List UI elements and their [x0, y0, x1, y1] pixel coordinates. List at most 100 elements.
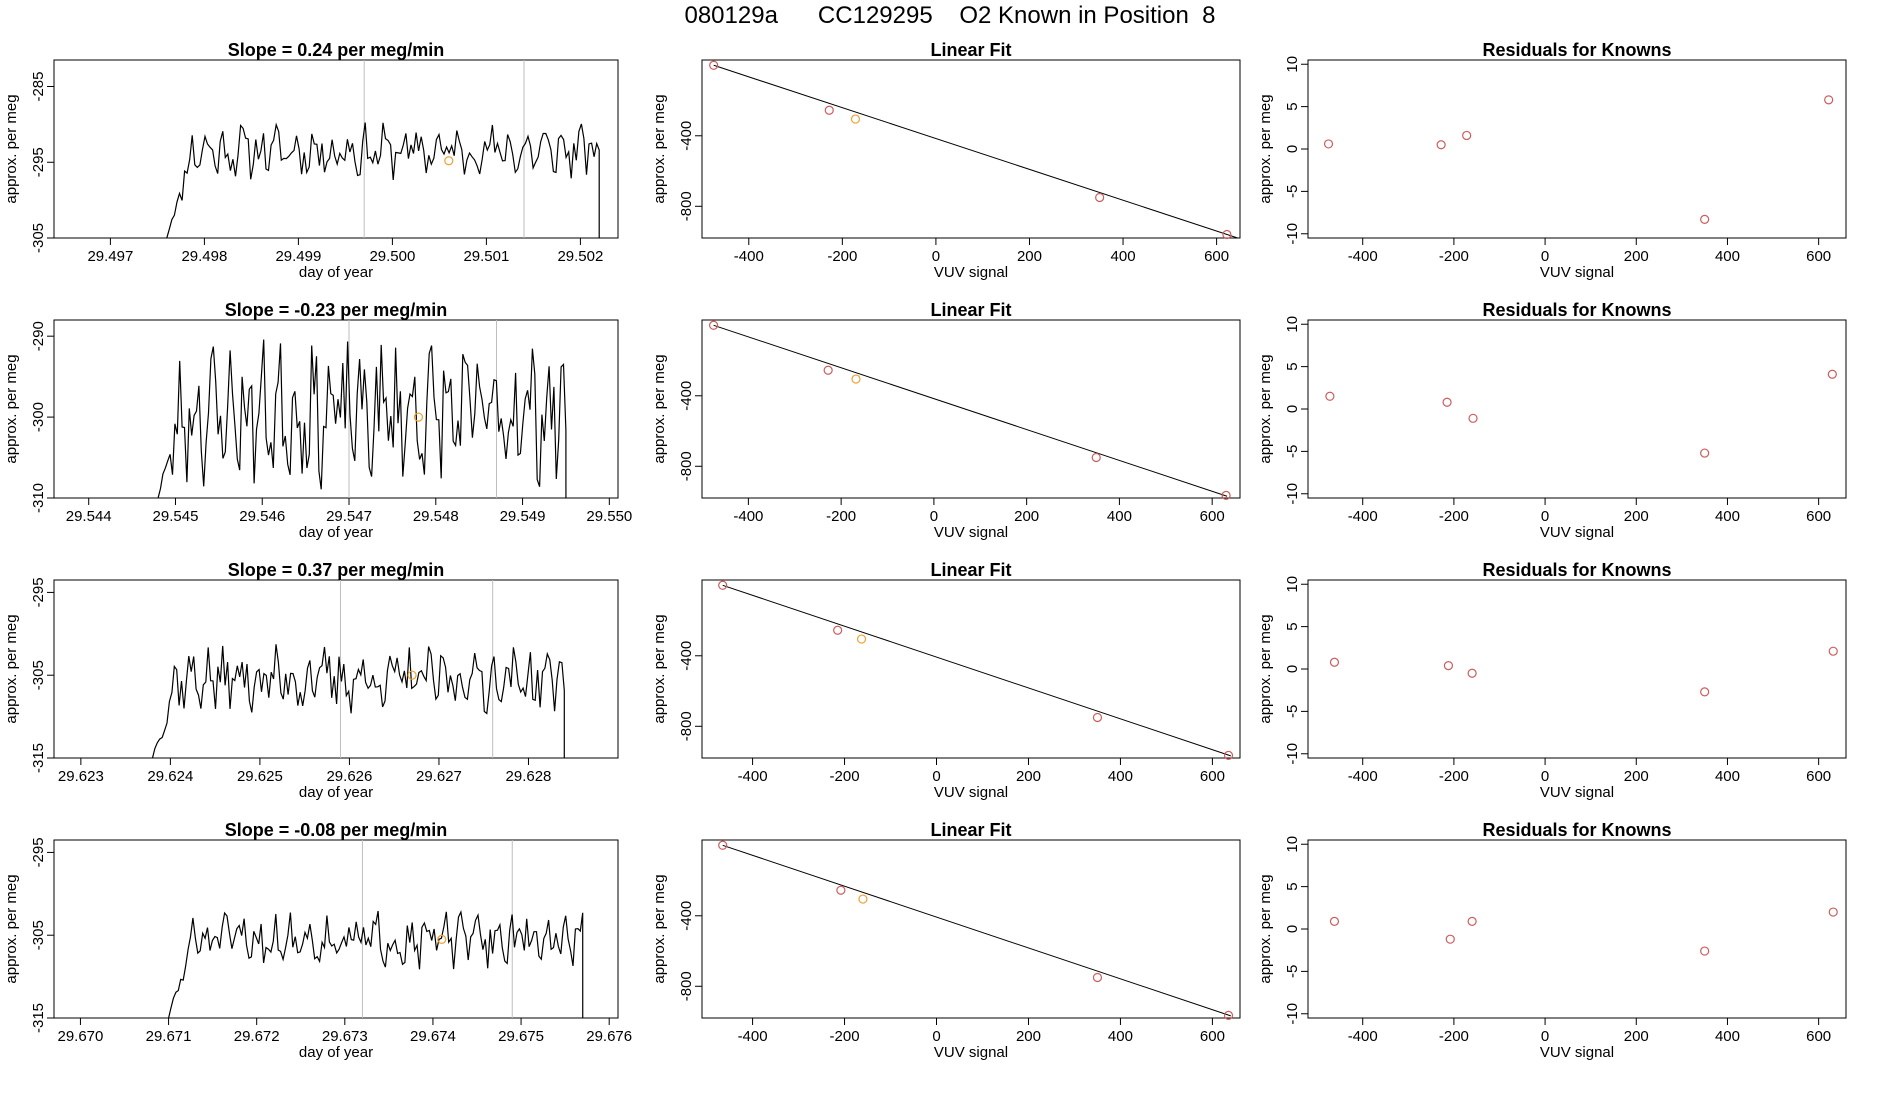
chart-10-y-tick-label: -305 — [30, 920, 47, 950]
chart-1-x-label: day of year — [299, 264, 373, 281]
chart-2-frame — [701, 59, 1241, 239]
chart-5-x-tick-label: 200 — [1014, 508, 1039, 525]
chart-9-x-label: VUV signal — [1540, 784, 1614, 801]
chart-2-x-tick-label: -400 — [734, 248, 764, 265]
chart-2-y-tick-label: -400 — [678, 121, 695, 151]
chart-3-data-point — [1462, 130, 1472, 141]
chart-12-title: Residuals for Knowns — [1482, 820, 1671, 840]
chart-1-series-line — [166, 122, 600, 238]
chart-2-x-tick-label: -200 — [827, 248, 857, 265]
chart-11-x-tick-label: 400 — [1108, 1028, 1133, 1045]
chart-8-x-tick-label: 200 — [1016, 768, 1041, 785]
chart-2-x-label: VUV signal — [934, 264, 1008, 281]
chart-5-title: Linear Fit — [930, 300, 1011, 320]
chart-5-frame — [701, 319, 1241, 499]
chart-8-x-tick-label: 0 — [932, 768, 940, 785]
chart-12-x-tick-label: -200 — [1439, 1028, 1469, 1045]
chart-6-frame — [1307, 319, 1847, 499]
chart-4-x-tick-label: 29.545 — [153, 508, 199, 525]
chart-9-y-tick-label: 0 — [1284, 665, 1301, 673]
chart-6-data-point — [1325, 391, 1335, 401]
chart-11-x-tick-label: 0 — [932, 1028, 940, 1045]
page-title: 080129a CC129295 O2 Known in Position 8 — [684, 2, 1216, 29]
chart-3-x-label: VUV signal — [1540, 264, 1614, 281]
chart-8-data-point — [833, 625, 843, 635]
chart-5-x-tick-label: 0 — [930, 508, 938, 525]
chart-4-x-tick-label: 29.548 — [413, 508, 459, 525]
chart-9-x-tick-label: 200 — [1624, 768, 1649, 785]
chart-4-y-tick-label: -290 — [30, 321, 47, 351]
chart-2-y-tick-label: -800 — [678, 191, 695, 221]
chart-5-data-point — [708, 320, 719, 330]
chart-12-y-tick-label: -10 — [1284, 1003, 1301, 1025]
chart-12-data-point — [1700, 946, 1710, 956]
chart-6-data-point — [1468, 413, 1478, 423]
chart-9-data-point — [1828, 646, 1838, 656]
chart-5-data-point — [851, 374, 861, 384]
chart-8-data-point — [856, 634, 867, 644]
chart-11-x-label: VUV signal — [934, 1044, 1008, 1061]
chart-11-data-point — [1092, 972, 1103, 983]
chart-5-data-point — [1221, 490, 1231, 500]
chart-6-x-tick-label: -400 — [1348, 508, 1378, 525]
chart-10-x-tick-label: 29.675 — [498, 1028, 544, 1045]
chart-3-x-tick-label: -400 — [1348, 248, 1378, 265]
chart-1-x-tick-label: 29.497 — [87, 248, 133, 265]
chart-9-title: Residuals for Knowns — [1482, 560, 1671, 580]
chart-7-x-tick-label: 29.624 — [147, 768, 193, 785]
chart-11-y-tick-label: -400 — [678, 901, 695, 931]
chart-6-y-tick-label: 0 — [1284, 405, 1301, 413]
chart-12-data-point — [1828, 907, 1838, 917]
chart-7-frame — [53, 579, 619, 759]
chart-1-x-tick-label: 29.498 — [181, 248, 227, 265]
chart-4-x-tick-label: 29.549 — [500, 508, 546, 525]
chart-12-data-point — [1329, 916, 1340, 926]
chart-1-y-tick-label: -295 — [30, 147, 47, 177]
chart-9-y-tick-label: 5 — [1284, 622, 1301, 630]
chart-3-y-tick-label: 10 — [1284, 56, 1301, 73]
chart-11-x-tick-label: -400 — [738, 1028, 768, 1045]
chart-8-data-point — [1223, 750, 1234, 760]
chart-12-x-tick-label: 600 — [1806, 1028, 1831, 1045]
chart-4-x-tick-label: 29.546 — [239, 508, 285, 525]
chart-9-y-label: approx. per meg — [1257, 614, 1274, 723]
chart-6-data-point — [1442, 397, 1452, 407]
chart-9-data-point — [1467, 668, 1477, 678]
chart-3-data-point — [1436, 140, 1446, 150]
chart-4-x-tick-label: 29.544 — [66, 508, 112, 525]
chart-4-y-tick-label: -300 — [30, 402, 47, 432]
chart-7-y-tick-label: -295 — [30, 577, 47, 607]
chart-5-y-label: approx. per meg — [651, 354, 668, 463]
chart-5-fit-line — [713, 324, 1228, 497]
chart-6-x-tick-label: -200 — [1439, 508, 1469, 525]
chart-5-y-tick-label: -800 — [678, 451, 695, 481]
chart-7-x-tick-label: 29.626 — [326, 768, 372, 785]
chart-11-x-tick-label: 600 — [1200, 1028, 1225, 1045]
chart-11-fit-line — [722, 844, 1231, 1017]
chart-12-y-label: approx. per meg — [1257, 874, 1274, 983]
chart-3-x-tick-label: 0 — [1541, 248, 1549, 265]
chart-11-y-tick-label: -800 — [678, 971, 695, 1001]
chart-12-y-tick-label: 0 — [1284, 925, 1301, 933]
chart-11-data-point — [836, 885, 846, 895]
chart-8-x-tick-label: 400 — [1108, 768, 1133, 785]
chart-12-y-tick-label: 5 — [1284, 882, 1301, 890]
chart-1-y-tick-label: -285 — [30, 71, 47, 101]
chart-6-y-tick-label: 10 — [1284, 316, 1301, 333]
chart-12-data-point — [1467, 916, 1477, 926]
chart-2-x-tick-label: 200 — [1017, 248, 1042, 265]
chart-7-x-tick-label: 29.627 — [416, 768, 462, 785]
chart-2-data-point — [1222, 229, 1232, 240]
chart-8-fit-line — [722, 584, 1231, 757]
chart-8-title: Linear Fit — [930, 560, 1011, 580]
chart-2-x-tick-label: 0 — [932, 248, 940, 265]
chart-10-frame — [53, 839, 619, 1019]
chart-11-x-tick-label: -200 — [830, 1028, 860, 1045]
chart-5-y-tick-label: -400 — [678, 381, 695, 411]
chart-4-x-label: day of year — [299, 524, 373, 541]
chart-3-y-tick-label: -5 — [1284, 185, 1301, 198]
chart-2-data-point — [850, 114, 861, 124]
chart-7-y-tick-label: -305 — [30, 660, 47, 690]
chart-8-x-tick-label: -200 — [830, 768, 860, 785]
